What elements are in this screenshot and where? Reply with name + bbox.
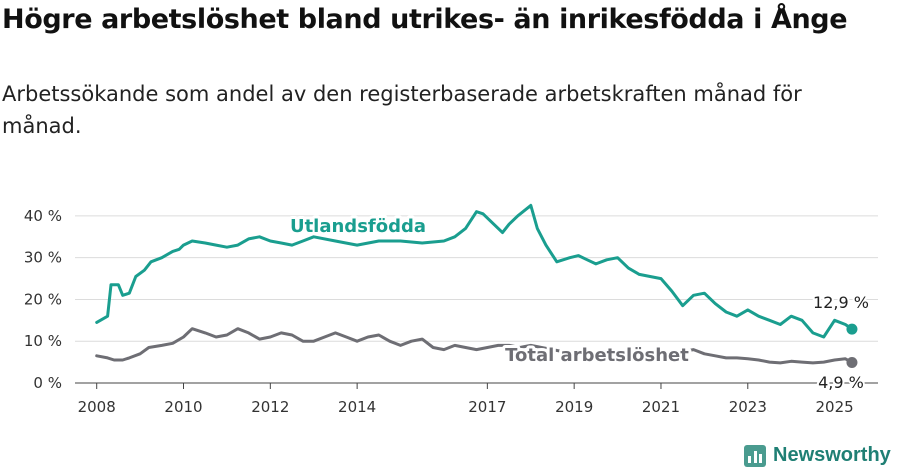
x-tick-label: 2014 (338, 398, 376, 416)
y-tick-label: 20 % (24, 290, 62, 308)
x-tick-label: 2017 (468, 398, 506, 416)
series-end-marker-total (846, 357, 858, 369)
x-tick-label: 2023 (729, 398, 767, 416)
series-line-utlandsfodda (95, 203, 854, 339)
y-tick-label: 0 % (33, 374, 62, 392)
chart-subtitle: Arbetssökande som andel av den registerb… (2, 82, 802, 138)
x-tick-label: 2012 (251, 398, 289, 416)
brand-logo: Newsworthy (744, 444, 891, 467)
series-line-total (95, 327, 854, 365)
x-tick-label: 2010 (164, 398, 202, 416)
x-tick-label: 2008 (78, 398, 116, 416)
series-label-utlandsfodda: Utlandsfödda (290, 216, 426, 237)
x-tick-label: 2019 (555, 398, 593, 416)
y-tick-label: 30 % (24, 249, 62, 267)
series-label-total: Total arbetslöshet (505, 345, 689, 366)
end-value-label-total: 4,9 % (818, 373, 864, 392)
chart-title: Högre arbetslöshet bland utrikes- än inr… (2, 4, 848, 35)
series-end-marker-utlandsfodda (846, 323, 858, 335)
brand-name: Newsworthy (773, 444, 891, 466)
newsworthy-logo-icon (744, 444, 766, 467)
y-tick-label: 10 % (24, 332, 62, 350)
x-tick-label: 2025 (816, 398, 854, 416)
y-tick-label: 40 % (24, 207, 62, 225)
x-tick-label: 2021 (642, 398, 680, 416)
end-value-label-utlandsfodda: 12,9 % (813, 293, 869, 312)
